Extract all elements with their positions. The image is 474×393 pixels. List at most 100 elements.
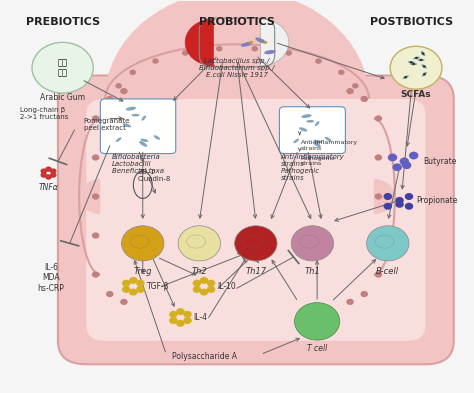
Circle shape (374, 232, 382, 239)
Ellipse shape (422, 72, 427, 77)
Circle shape (178, 226, 220, 261)
Text: TNFα: TNFα (39, 183, 58, 192)
Circle shape (50, 169, 56, 174)
Text: T cell: T cell (307, 344, 327, 353)
Ellipse shape (301, 114, 311, 118)
Text: IL-10: IL-10 (217, 282, 236, 291)
Text: Lactobacillus spp./
Bifidobacterium spp./
E.coli Nissle 1917: Lactobacillus spp./ Bifidobacterium spp.… (199, 58, 275, 78)
Circle shape (121, 226, 164, 261)
Text: ZO-1
Cluadin-8: ZO-1 Cluadin-8 (138, 169, 172, 182)
Ellipse shape (408, 61, 415, 64)
Circle shape (374, 272, 382, 278)
Circle shape (383, 203, 392, 210)
Circle shape (183, 317, 192, 324)
Circle shape (129, 288, 137, 296)
Text: IL-4: IL-4 (194, 313, 208, 322)
Circle shape (152, 58, 159, 64)
Ellipse shape (140, 139, 148, 142)
Circle shape (182, 50, 189, 56)
Circle shape (346, 299, 354, 305)
Circle shape (374, 154, 382, 161)
Wedge shape (374, 179, 395, 214)
Text: SCFAs: SCFAs (401, 90, 431, 99)
Circle shape (92, 154, 100, 161)
Circle shape (40, 169, 47, 174)
Ellipse shape (116, 138, 121, 142)
Circle shape (419, 59, 422, 61)
Ellipse shape (255, 37, 266, 43)
Circle shape (32, 42, 93, 93)
Text: POSTBIOTICS: POSTBIOTICS (370, 17, 453, 27)
Ellipse shape (300, 235, 319, 248)
Circle shape (400, 158, 409, 165)
Ellipse shape (306, 120, 314, 123)
Circle shape (235, 226, 277, 261)
Circle shape (374, 115, 382, 121)
Text: Propionate: Propionate (416, 196, 457, 205)
Ellipse shape (132, 114, 139, 116)
Circle shape (249, 41, 253, 44)
Circle shape (176, 308, 185, 315)
Wedge shape (185, 19, 213, 66)
Circle shape (120, 88, 128, 94)
Circle shape (285, 50, 292, 56)
Ellipse shape (123, 123, 131, 127)
Text: Th17: Th17 (245, 267, 266, 276)
Circle shape (176, 320, 185, 327)
Circle shape (45, 174, 52, 180)
Circle shape (412, 63, 415, 65)
Circle shape (338, 70, 345, 75)
Ellipse shape (413, 57, 420, 59)
Text: B-cell: B-cell (376, 267, 400, 276)
Circle shape (193, 279, 201, 286)
Ellipse shape (418, 59, 425, 61)
Circle shape (346, 88, 354, 94)
Circle shape (315, 58, 322, 64)
Ellipse shape (126, 107, 136, 110)
Circle shape (129, 70, 136, 75)
Circle shape (252, 46, 258, 51)
Ellipse shape (375, 235, 394, 248)
Circle shape (106, 291, 114, 297)
Ellipse shape (241, 42, 252, 47)
Circle shape (200, 288, 208, 296)
Circle shape (122, 286, 130, 293)
Ellipse shape (315, 121, 319, 126)
FancyBboxPatch shape (58, 75, 454, 364)
Text: PREBIOTICS: PREBIOTICS (26, 17, 100, 27)
Text: Polysaccharide A: Polysaccharide A (172, 352, 237, 361)
Text: Anti-inflammatory
strains: Anti-inflammatory strains (301, 140, 358, 151)
Ellipse shape (299, 127, 307, 132)
Wedge shape (261, 19, 289, 66)
Text: Butyrate: Butyrate (423, 157, 456, 166)
Circle shape (169, 311, 178, 318)
Text: Anti-inflammatory
strains
Pathogenic
strains: Anti-inflammatory strains Pathogenic str… (281, 154, 344, 181)
Circle shape (422, 52, 424, 55)
Circle shape (395, 201, 404, 208)
Circle shape (360, 291, 368, 297)
Circle shape (207, 286, 215, 293)
Circle shape (92, 232, 100, 239)
Circle shape (106, 96, 114, 102)
Ellipse shape (410, 63, 417, 65)
Circle shape (183, 311, 192, 318)
Ellipse shape (264, 50, 276, 54)
Wedge shape (105, 0, 369, 99)
FancyBboxPatch shape (100, 99, 176, 154)
Circle shape (122, 279, 130, 286)
Ellipse shape (314, 140, 322, 143)
Circle shape (395, 197, 404, 204)
Text: Th2: Th2 (191, 267, 207, 276)
Circle shape (92, 193, 100, 200)
Circle shape (352, 83, 359, 88)
Ellipse shape (421, 64, 427, 68)
Circle shape (92, 115, 100, 121)
Circle shape (40, 172, 47, 178)
Circle shape (405, 193, 413, 200)
Circle shape (207, 279, 215, 286)
Circle shape (410, 61, 413, 63)
Circle shape (264, 41, 267, 44)
Circle shape (405, 203, 413, 210)
Wedge shape (79, 179, 100, 214)
Ellipse shape (154, 135, 160, 140)
